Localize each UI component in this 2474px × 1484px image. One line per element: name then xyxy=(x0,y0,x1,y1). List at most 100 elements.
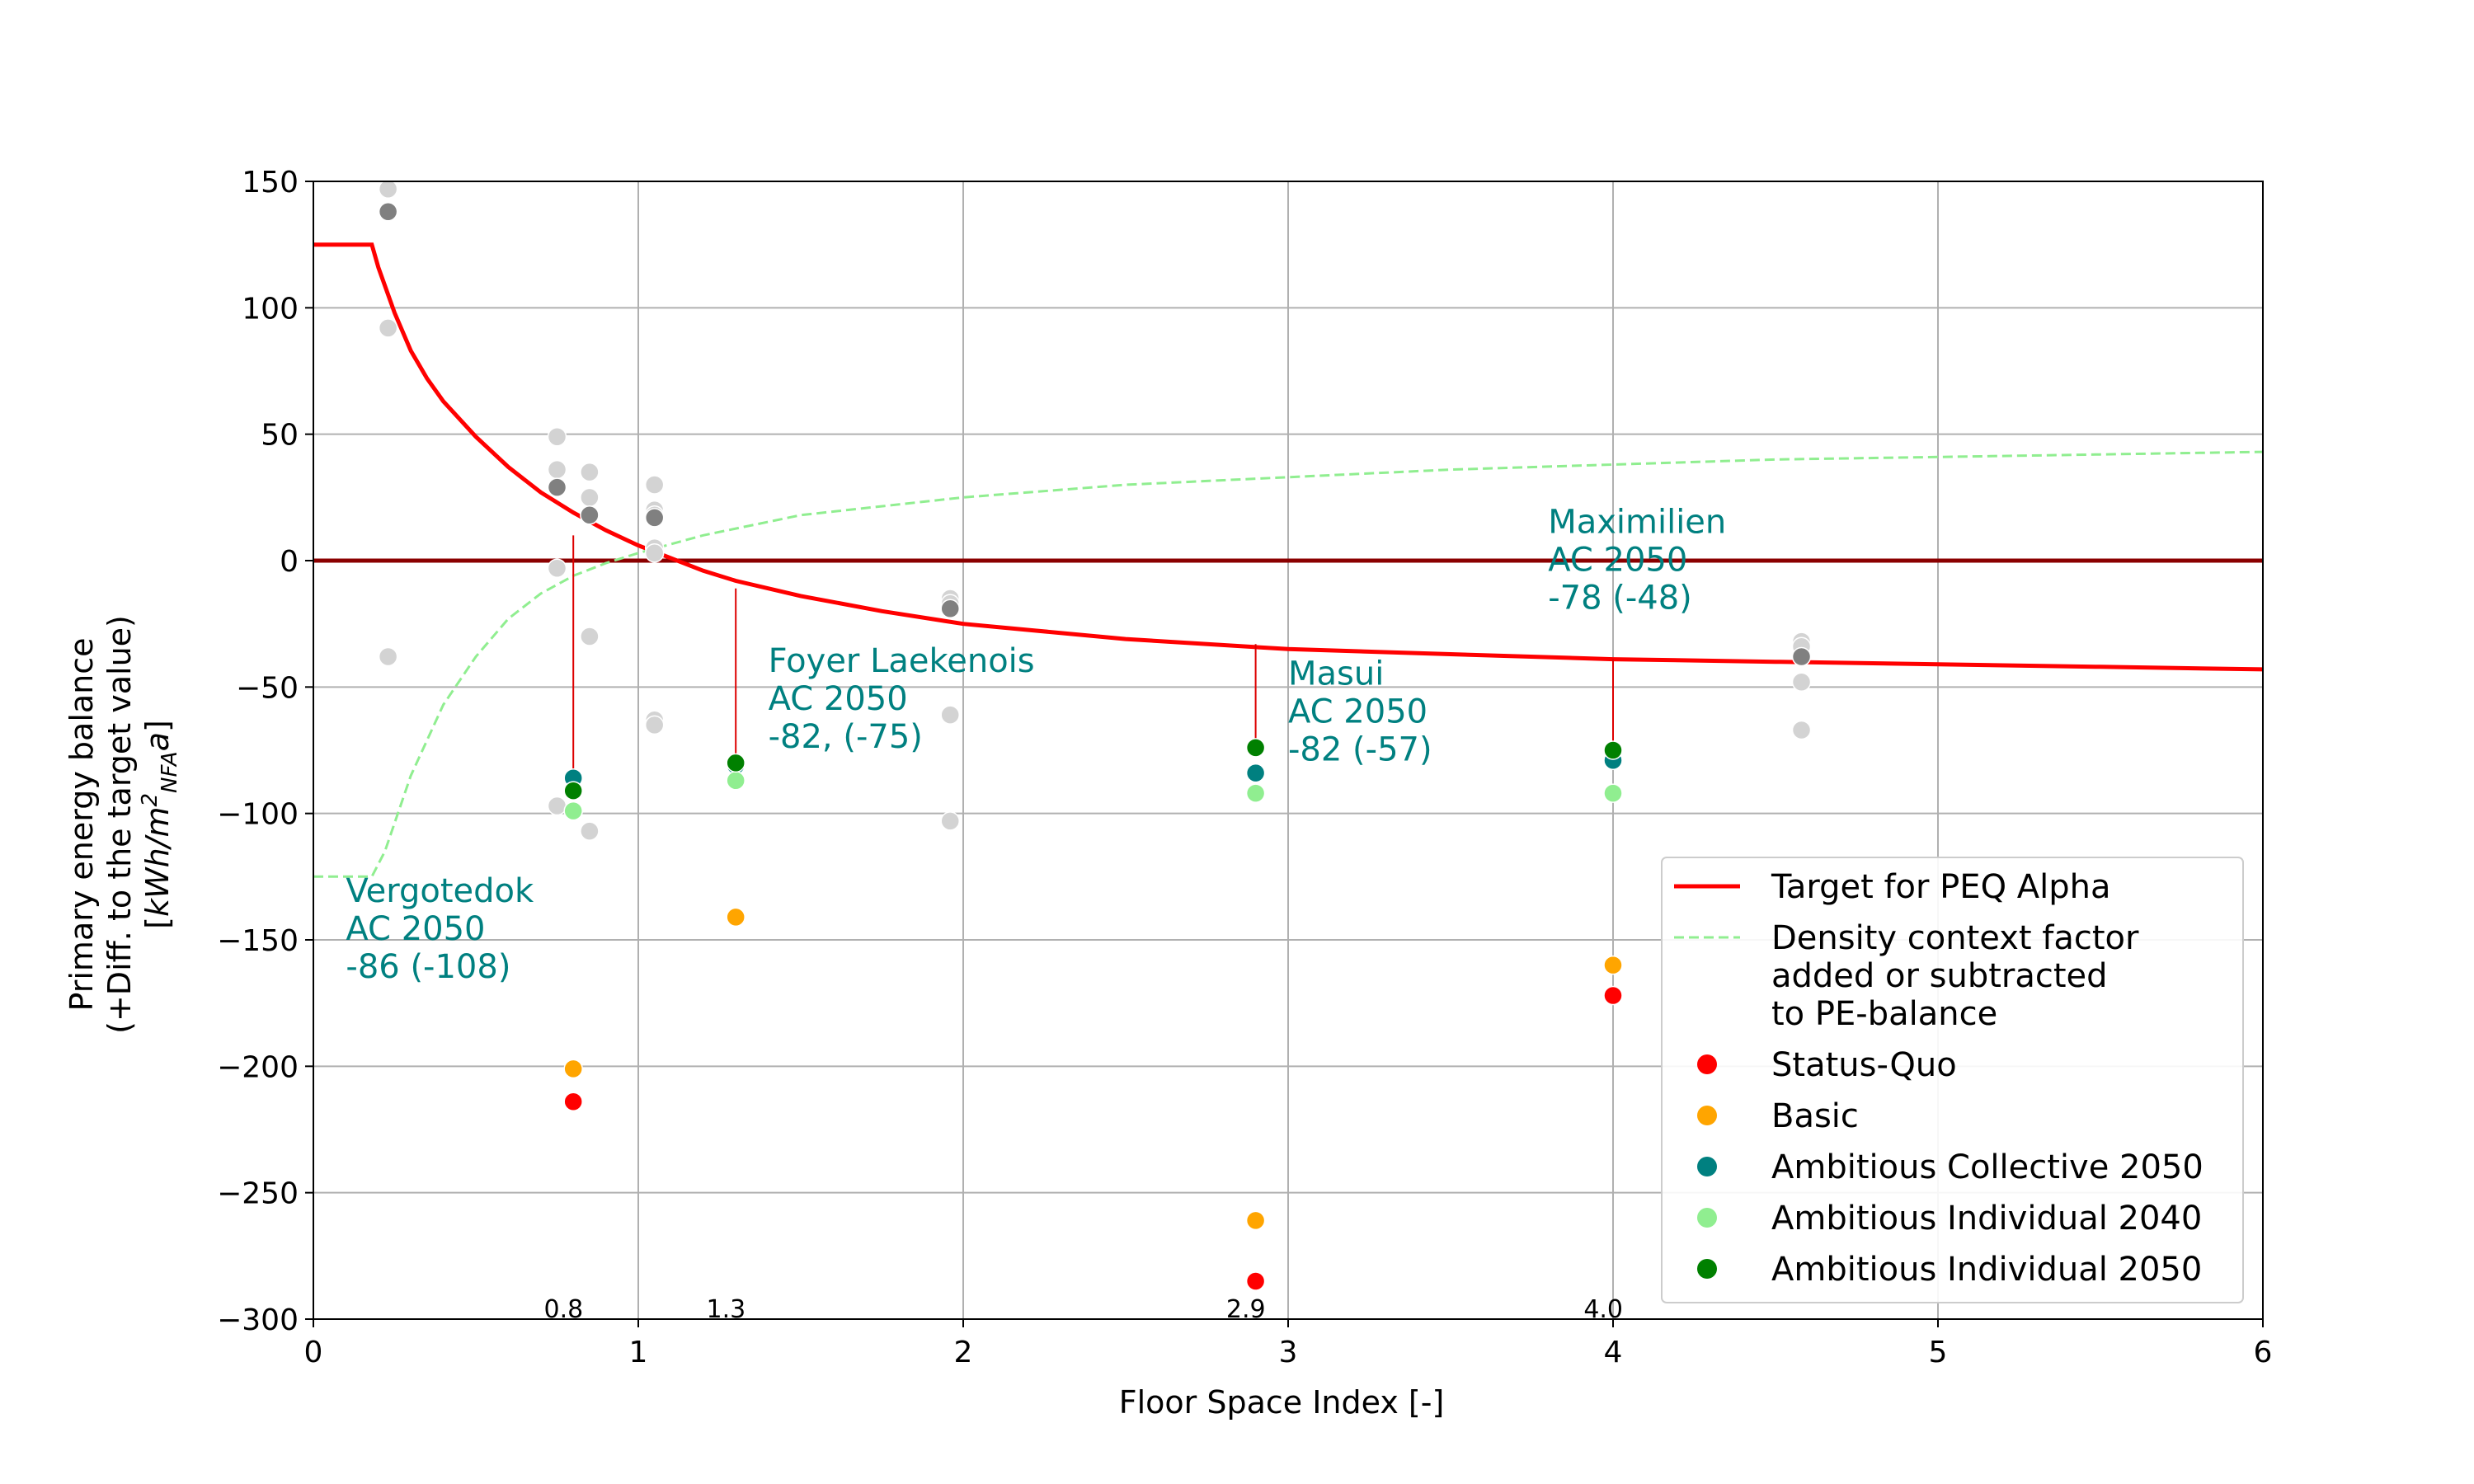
background-point-light xyxy=(378,646,398,667)
scenario-points xyxy=(563,738,1623,1291)
legend-label: Ambitious Collective 2050 xyxy=(1771,1148,2204,1186)
point-ambitious-individual-2050 xyxy=(1245,738,1266,758)
y-tick-label: −100 xyxy=(217,798,299,832)
legend-label: Status-Quo xyxy=(1771,1046,1957,1084)
legend-label: Density context factor xyxy=(1771,919,2139,957)
legend-item-status-quo: Status-Quo xyxy=(1697,1046,1957,1084)
background-point-dark xyxy=(940,599,960,619)
background-point-light xyxy=(547,796,567,816)
legend-item-ambitious-collective-2050: Ambitious Collective 2050 xyxy=(1697,1148,2204,1186)
annotation-line: -82 (-57) xyxy=(1288,730,1432,768)
legend-item-target-for-peq-alpha: Target for PEQ Alpha xyxy=(1674,868,2111,906)
background-point-light xyxy=(378,318,398,338)
point-ambitious-individual-2040 xyxy=(1603,783,1623,803)
y-tick-label: 50 xyxy=(261,419,299,453)
y-tick-label: 0 xyxy=(280,545,299,579)
legend-marker-swatch xyxy=(1697,1106,1717,1125)
y-tick-label: −150 xyxy=(217,924,299,958)
annotation-line: Maximilien xyxy=(1548,503,1726,541)
x-tick-label: 0 xyxy=(304,1336,323,1369)
legend-box xyxy=(1661,857,2244,1303)
legend-marker-swatch xyxy=(1697,1259,1717,1279)
x-tick-label: 4 xyxy=(1604,1336,1623,1369)
legend: Target for PEQ Alpha Density context fact… xyxy=(1661,857,2244,1303)
background-point-light xyxy=(580,462,600,482)
background-point-light xyxy=(580,821,600,841)
background-point-light xyxy=(644,475,665,495)
target-curve xyxy=(313,242,2264,672)
y-tick-label: −50 xyxy=(236,671,299,705)
background-point-light xyxy=(940,811,960,831)
point-status-quo xyxy=(563,1092,583,1112)
y-axis-label-unit: [kWh/m2NFAa] xyxy=(138,720,182,929)
annotation-line: Foyer Laekenois xyxy=(769,642,1035,680)
background-point-light xyxy=(378,179,398,199)
background-point-light xyxy=(580,487,600,508)
x-axis-ticks: 0 1 2 3 4 5 6 xyxy=(304,1319,2273,1369)
connectors xyxy=(572,535,1614,791)
background-point-light xyxy=(547,459,567,480)
legend-marker-swatch xyxy=(1697,1054,1717,1074)
annotation-line: Masui xyxy=(1288,655,1384,693)
point-ambitious-individual-2040 xyxy=(1245,783,1266,803)
point-basic xyxy=(726,907,745,928)
point-ambitious-individual-2040 xyxy=(726,771,745,791)
background-point-dark xyxy=(547,477,567,497)
y-axis-ticks: 150 100 50 0 −50 −100 −150 −200 −250 −300 xyxy=(217,166,313,1337)
y-tick-label: 150 xyxy=(242,166,299,200)
legend-label: added or subtracted xyxy=(1771,957,2108,995)
background-point-dark xyxy=(378,202,398,222)
y-tick-label: −250 xyxy=(217,1177,299,1211)
background-point-light xyxy=(644,543,665,563)
x-axis-label: Floor Space Index [-] xyxy=(1119,1384,1445,1421)
annotation-line: AC 2050 xyxy=(1548,541,1687,579)
background-point-light xyxy=(940,705,960,725)
x-tick-label: 6 xyxy=(2254,1336,2273,1369)
background-point-light xyxy=(1791,720,1812,740)
annotation-line: -78 (-48) xyxy=(1548,579,1692,617)
point-status-quo xyxy=(1245,1271,1266,1291)
legend-marker-swatch xyxy=(1697,1208,1717,1228)
background-point-dark xyxy=(1791,646,1812,667)
y-axis-label-line2: (+Diff. to the target value) xyxy=(101,615,138,1034)
y-tick-label: −200 xyxy=(217,1050,299,1084)
annotation-line: -82, (-75) xyxy=(769,718,923,756)
background-points xyxy=(378,179,1812,841)
annotation-line: AC 2050 xyxy=(346,910,485,948)
point-ambitious-individual-2050 xyxy=(1603,740,1623,760)
legend-marker-swatch xyxy=(1697,1157,1717,1176)
x-tick-label: 2 xyxy=(954,1336,973,1369)
point-status-quo xyxy=(1603,985,1623,1006)
legend-label: Target for PEQ Alpha xyxy=(1771,868,2111,906)
x-tick-label: 3 xyxy=(1279,1336,1298,1369)
legend-label: to PE-balance xyxy=(1771,995,1997,1033)
legend-item-ambitious-individual-2040: Ambitious Individual 2040 xyxy=(1697,1200,2202,1237)
background-point-light xyxy=(547,558,567,578)
density-factor-curve xyxy=(313,450,2264,878)
point-basic xyxy=(1245,1210,1266,1231)
y-axis-label-line1: Primary energy balance xyxy=(63,637,100,1011)
annotation-line: -86 (-108) xyxy=(346,948,510,986)
point-ambitious-individual-2040 xyxy=(563,801,583,821)
point-ambitious-individual-2050 xyxy=(726,753,745,773)
y-tick-label: −300 xyxy=(217,1303,299,1337)
legend-label: Ambitious Individual 2050 xyxy=(1771,1251,2202,1289)
point-basic xyxy=(1603,955,1623,975)
background-point-light xyxy=(547,426,567,447)
point-ambitious-individual-2050 xyxy=(563,781,583,801)
annotation-line: AC 2050 xyxy=(1288,693,1427,730)
annotation-maximilien: Maximilien AC 2050-78 (-48) xyxy=(1548,503,1726,617)
background-point-light xyxy=(1791,672,1812,692)
point-basic xyxy=(563,1059,583,1079)
annotation-line: Vergotedok xyxy=(346,872,534,910)
y-axis-label: Primary energy balance (+Diff. to the ta… xyxy=(63,615,182,1034)
legend-label: Ambitious Individual 2040 xyxy=(1771,1200,2202,1237)
curves xyxy=(313,242,2264,878)
x-tick-label: 1 xyxy=(629,1336,648,1369)
